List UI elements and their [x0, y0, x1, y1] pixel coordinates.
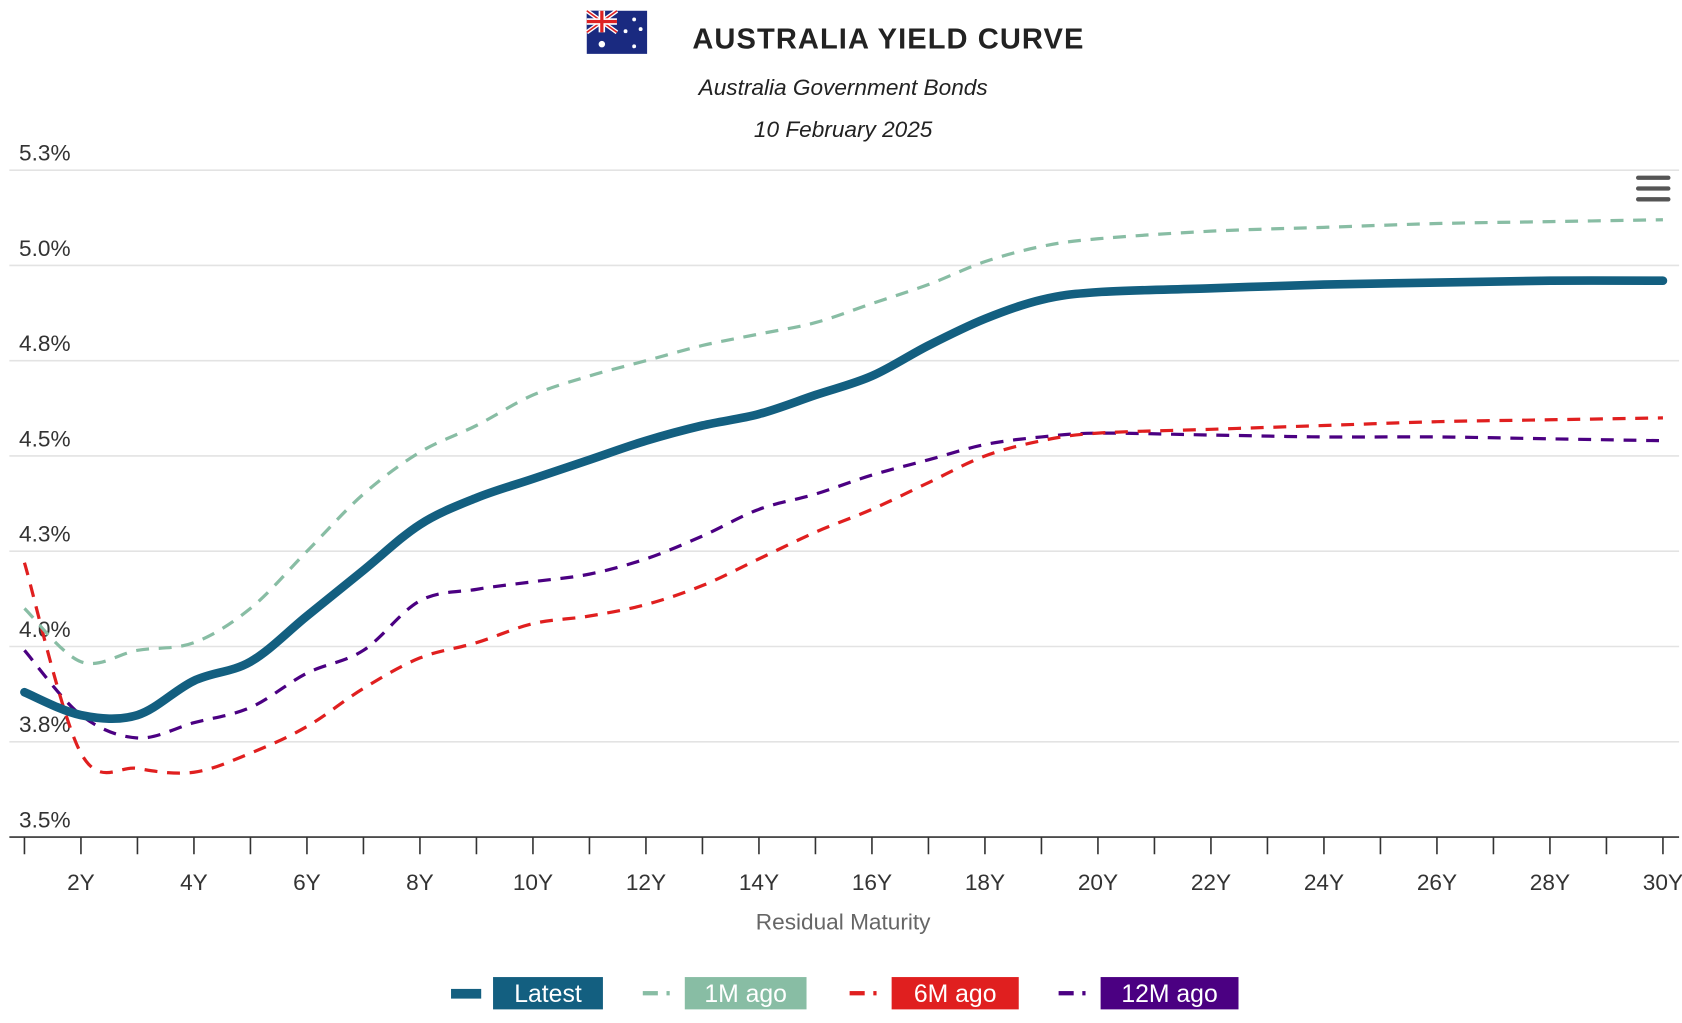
x-tick-label: 6Y: [293, 870, 321, 895]
legend-label-bg: [1100, 977, 1239, 1010]
legend-symbol: [849, 991, 865, 996]
legend-item[interactable]: 12M ago: [1058, 977, 1239, 1010]
legend-item[interactable]: Latest: [451, 977, 603, 1010]
x-tick-label: 24Y: [1304, 870, 1344, 895]
series-line-latest: [20, 276, 1668, 723]
y-tick-label: 3.5%: [19, 807, 71, 832]
x-tick-label: 30Y: [1643, 870, 1682, 895]
legend-symbol: [451, 988, 482, 999]
x-tick-label: 12Y: [626, 870, 666, 895]
legend-symbol: [642, 991, 658, 996]
hamburger-menu-icon[interactable]: [1625, 162, 1675, 212]
series-line-1m-ago: [23, 218, 1663, 666]
x-tick-label: 26Y: [1417, 870, 1457, 895]
legend-symbol: [1058, 991, 1074, 996]
legend-label-bg: [891, 977, 1019, 1010]
x-tick-label: 16Y: [852, 870, 892, 895]
y-tick-label: 4.3%: [19, 522, 71, 547]
y-tick-label: 4.5%: [19, 426, 71, 451]
y-tick-label: 3.8%: [19, 712, 71, 737]
x-tick-label: 14Y: [739, 870, 779, 895]
x-axis-title: Residual Maturity: [756, 910, 931, 935]
chart-title: AUSTRALIA YIELD CURVE: [692, 23, 1084, 55]
australia-flag-icon: [585, 9, 648, 54]
chart-date: 10 February 2025: [754, 117, 933, 142]
x-tick-label: 4Y: [180, 870, 208, 895]
chart-subtitle: Australia Government Bonds: [697, 75, 988, 100]
x-tick-label: 22Y: [1191, 870, 1231, 895]
legend-label: Latest: [514, 981, 582, 1008]
legend-symbol: [1082, 991, 1086, 996]
legend-label: 12M ago: [1121, 981, 1217, 1008]
series-line-12m-ago: [23, 431, 1663, 740]
x-tick-label: 2Y: [67, 870, 95, 895]
legend-symbol: [873, 991, 877, 996]
y-tick-label: 5.0%: [19, 236, 71, 261]
series-line-6m-ago: [22, 416, 1663, 775]
x-tick-label: 18Y: [965, 870, 1005, 895]
x-tick-label: 10Y: [513, 870, 553, 895]
legend-label-bg: [684, 977, 807, 1010]
y-tick-label: 5.3%: [19, 141, 71, 166]
x-tick-label: 28Y: [1530, 870, 1570, 895]
legend-label: 6M ago: [914, 981, 997, 1008]
legend-item[interactable]: 1M ago: [642, 977, 807, 1010]
x-tick-label: 8Y: [406, 870, 434, 895]
legend-symbol: [666, 991, 670, 996]
x-tick-label: 20Y: [1078, 870, 1118, 895]
legend-item[interactable]: 6M ago: [849, 977, 1019, 1010]
legend-label: 1M ago: [704, 981, 787, 1008]
y-tick-label: 4.8%: [19, 331, 71, 356]
legend-label-bg: [493, 977, 603, 1010]
